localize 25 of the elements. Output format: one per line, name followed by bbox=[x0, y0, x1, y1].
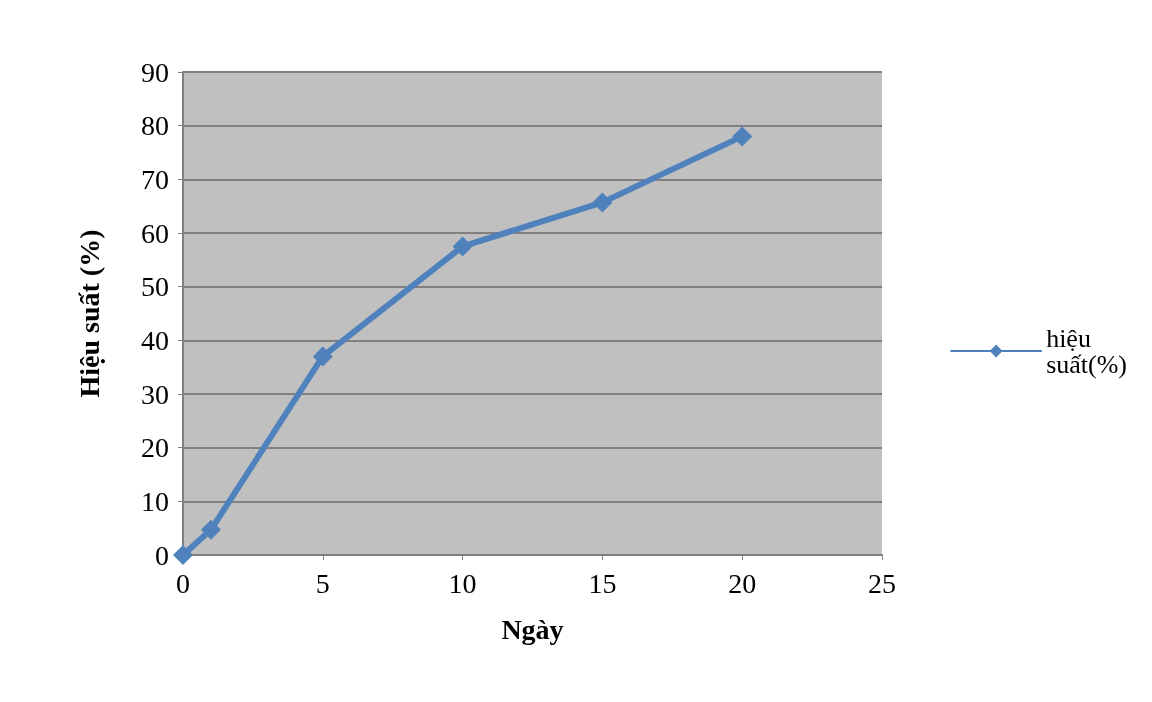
y-tick-label: 10 bbox=[141, 485, 169, 517]
x-tick-label: 15 bbox=[588, 567, 617, 599]
y-tick-label: 40 bbox=[141, 324, 169, 356]
point bbox=[200, 519, 221, 540]
point bbox=[173, 545, 193, 565]
y-tick-label: 50 bbox=[141, 271, 169, 303]
point bbox=[732, 126, 753, 147]
y-tick-label: 70 bbox=[141, 163, 169, 195]
point bbox=[312, 346, 333, 367]
x-tick-label: 20 bbox=[728, 567, 757, 599]
x-axis-title: Ngày bbox=[501, 613, 564, 645]
legend-label: hiệu suất(%) bbox=[1046, 323, 1127, 379]
y-tick-label: 60 bbox=[141, 217, 169, 249]
point bbox=[452, 236, 473, 257]
point bbox=[592, 192, 613, 213]
y-tick-label: 90 bbox=[141, 56, 169, 88]
x-tick-label: 25 bbox=[868, 567, 896, 599]
y-tick-label: 0 bbox=[155, 539, 169, 571]
y-tick-label: 30 bbox=[141, 378, 169, 410]
y-axis-title: Hiệu suất (%) bbox=[73, 229, 105, 398]
x-tick-label: 10 bbox=[448, 567, 477, 599]
y-tick-label: 20 bbox=[141, 432, 169, 464]
y-tick-label: 80 bbox=[141, 110, 169, 142]
x-tick-label: 5 bbox=[315, 567, 330, 599]
x-tick-label: 0 bbox=[176, 567, 190, 599]
